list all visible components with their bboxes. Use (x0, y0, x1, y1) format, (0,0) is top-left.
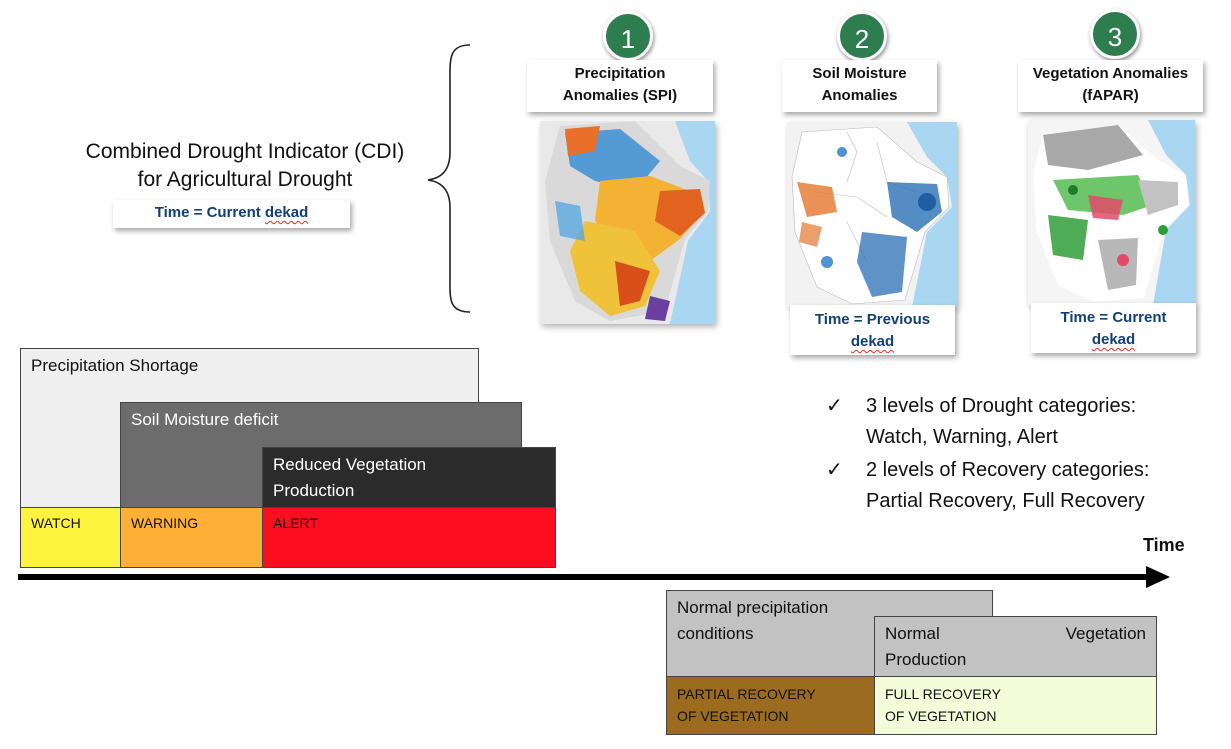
checklist-recovery-line1: 2 levels of Recovery categories: (866, 459, 1150, 481)
alert-category: ALERT (262, 507, 556, 568)
checklist-item-recovery: ✓ 2 levels of Recovery categories: Parti… (826, 455, 1226, 517)
normal-precipitation-line1: Normal precipitation (677, 598, 829, 617)
indicator-3-title-line2: (fAPAR) (1082, 87, 1139, 104)
partial-recovery-line1: PARTIAL RECOVERY (677, 686, 816, 702)
fapar-time-dekad: dekad (1091, 331, 1136, 348)
partial-recovery-category: PARTIAL RECOVERY OF VEGETATION (666, 676, 875, 735)
indicator-title-1: Precipitation Anomalies (SPI) (527, 60, 713, 112)
normal-precipitation-line2: conditions (677, 624, 754, 643)
checklist-item-drought: ✓ 3 levels of Drought categories: Watch,… (826, 391, 1226, 453)
cdi-time-dekad: dekad (264, 204, 309, 221)
indicator-number-1: 1 (603, 11, 653, 61)
warning-category: WARNING (120, 507, 263, 568)
fapar-time-label: Time = Current dekad (1031, 303, 1196, 353)
warning-label: WARNING (131, 515, 199, 531)
indicator-1-title-line1: Precipitation (574, 65, 666, 82)
reduced-vegetation-line1: Reduced Vegetation (273, 455, 427, 474)
indicator-number-2: 2 (837, 11, 887, 61)
soil-moisture-time-label: Time = Previous dekad (790, 305, 955, 355)
reduced-vegetation-line2: Production (273, 481, 355, 500)
check-icon: ✓ (826, 395, 843, 417)
indicator-2-title-line1: Soil Moisture (812, 65, 907, 82)
precipitation-shortage-label: Precipitation Shortage (31, 356, 199, 375)
cdi-time-label: Time = Current dekad (113, 200, 350, 228)
soil-moisture-time-dekad: dekad (850, 333, 895, 350)
indicator-number-3: 3 (1090, 9, 1140, 59)
full-recovery-line1: FULL RECOVERY (885, 686, 1001, 702)
indicator-1-title-line2: Anomalies (SPI) (562, 87, 678, 104)
soil-moisture-map-image (787, 122, 957, 307)
reduced-vegetation-block: Reduced Vegetation Production (262, 447, 556, 508)
left-curly-brace-icon (427, 44, 471, 313)
indicator-3-title-line1: Vegetation Anomalies (1032, 65, 1189, 82)
cdi-title-line1: Combined Drought Indicator (CDI) (85, 140, 405, 163)
partial-recovery-line2: OF VEGETATION (677, 708, 789, 724)
normal-vegetation-line1: Normal Vegetation (885, 621, 1146, 647)
indicator-title-3: Vegetation Anomalies (fAPAR) (1018, 60, 1203, 112)
full-recovery-category: FULL RECOVERY OF VEGETATION (874, 676, 1157, 735)
cdi-title-line2: for Agricultural Drought (137, 168, 353, 191)
fapar-map-image (1028, 120, 1195, 305)
checklist-recovery-line2: Partial Recovery, Full Recovery (866, 490, 1145, 512)
checklist-drought-line1: 3 levels of Drought categories: (866, 395, 1137, 417)
checklist-item-drought-text: 3 levels of Drought categories: Watch, W… (866, 391, 1136, 453)
full-recovery-line2: OF VEGETATION (885, 708, 997, 724)
cdi-title: Combined Drought Indicator (CDI) for Agr… (40, 138, 450, 194)
indicator-title-2: Soil Moisture Anomalies (782, 60, 937, 112)
normal-vegetation-word2: Vegetation (1065, 624, 1146, 643)
check-icon: ✓ (826, 459, 843, 481)
fapar-time-line1: Time = Current (1060, 309, 1167, 326)
watch-label: WATCH (31, 515, 81, 531)
checklist-drought-line2: Watch, Warning, Alert (866, 426, 1058, 448)
normal-vegetation-line2: Production (885, 650, 967, 669)
normal-vegetation-word1: Normal (885, 624, 940, 643)
indicator-2-title-line2: Anomalies (821, 87, 898, 104)
cdi-time-prefix: Time = Current (154, 204, 265, 221)
checklist-item-recovery-text: 2 levels of Recovery categories: Partial… (866, 455, 1149, 517)
alert-label: ALERT (273, 515, 318, 531)
soil-moisture-time-line1: Time = Previous (814, 311, 931, 328)
category-checklist: ✓ 3 levels of Drought categories: Watch,… (826, 391, 1226, 517)
timeline-arrow-icon (18, 566, 1170, 588)
timeline-label: Time (1143, 535, 1185, 555)
soil-moisture-deficit-label: Soil Moisture deficit (131, 410, 279, 429)
spi-map-image (540, 121, 715, 324)
watch-category: WATCH (20, 507, 121, 568)
normal-vegetation-block: Normal Vegetation Production (874, 616, 1157, 677)
